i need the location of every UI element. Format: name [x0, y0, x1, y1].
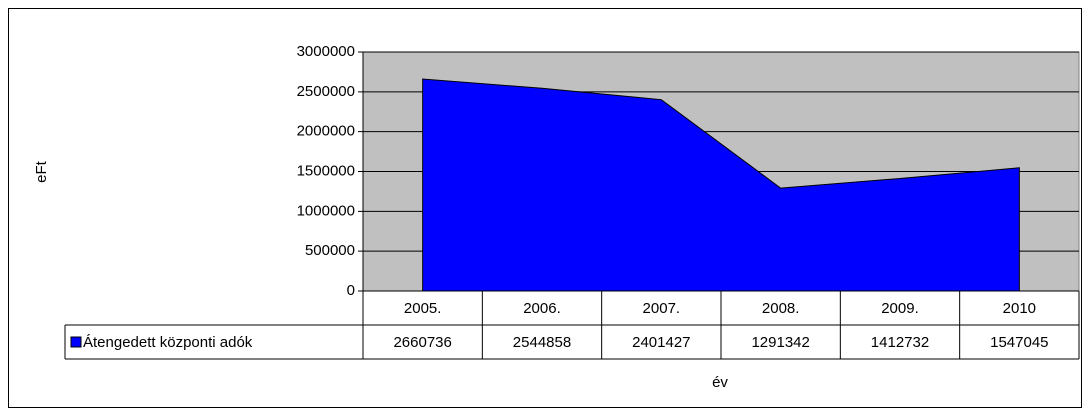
y-tick-label: 500000 — [305, 242, 355, 259]
table-value: 2544858 — [513, 334, 571, 351]
table-value: 1412732 — [871, 334, 929, 351]
x-tick-label: 2008. — [762, 300, 800, 317]
x-tick-label: 2009. — [881, 300, 919, 317]
y-tick-label: 1500000 — [297, 162, 355, 179]
y-tick-label: 2000000 — [297, 123, 355, 140]
area — [422, 78, 1020, 292]
x-tick-label: 2007. — [643, 300, 681, 317]
y-tick-label: 0 — [347, 282, 355, 299]
x-tick-label: 2005. — [404, 300, 442, 317]
x-axis-label: év — [712, 374, 728, 391]
legend-label: Átengedett központi adók — [83, 334, 253, 351]
y-tick-label: 3000000 — [297, 43, 355, 60]
table-value: 1291342 — [751, 334, 809, 351]
y-tick-label: 2500000 — [297, 83, 355, 100]
table-value: 2401427 — [632, 334, 690, 351]
y-axis-label: eFt — [33, 160, 50, 183]
x-tick-label: 2006. — [523, 300, 561, 317]
table-value: 2660736 — [393, 334, 451, 351]
legend-key — [70, 336, 82, 348]
table-value: 1547045 — [990, 334, 1048, 351]
y-tick-label: 1000000 — [297, 202, 355, 219]
x-tick-label: 2010 — [1003, 300, 1036, 317]
